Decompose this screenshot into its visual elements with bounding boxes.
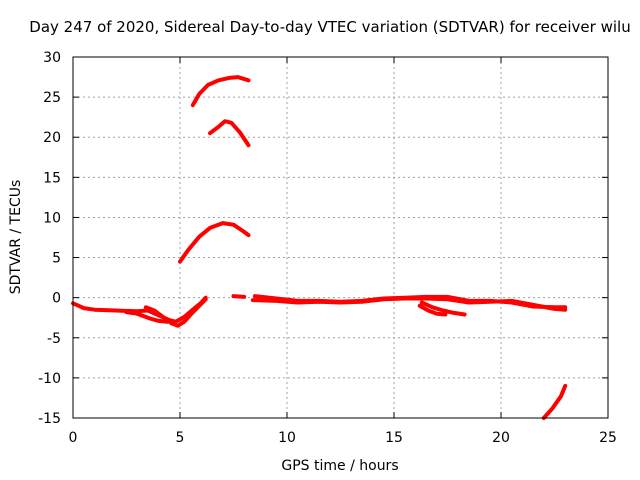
series-arc-peak9 [178,221,251,264]
x-tick-label: 25 [599,430,617,446]
y-tick-label: 10 [43,210,61,226]
y-tick-label: -10 [38,371,61,387]
y-tick-label: 0 [52,291,61,307]
y-axis-ticks: -15 -10 -5 0 5 10 15 20 25 30 [38,50,608,427]
series-arc-top [190,75,251,108]
y-axis-label: SDTVAR / TECUs [8,180,24,295]
x-tick-label: 5 [176,430,185,446]
series-near-zero-early-c [124,310,170,324]
series-near-zero-early-b [143,297,208,328]
x-tick-label: 15 [385,430,403,446]
chart-title: Day 247 of 2020, Sidereal Day-to-day VTE… [29,18,630,36]
y-tick-label: -5 [47,331,61,347]
chart-grid [73,57,608,418]
x-tick-label: 20 [492,430,510,446]
y-tick-label: 5 [52,251,61,267]
y-tick-label: 30 [43,50,61,66]
series-near-zero-late-c [419,300,467,317]
series-arc-peak22 [208,119,251,148]
y-tick-label: 15 [43,170,61,186]
x-axis-label: GPS time / hours [281,458,398,474]
y-tick-label: 20 [43,130,61,146]
series-near-zero-late-b [252,294,568,310]
series-near-zero-late-d [417,303,448,317]
series-near-zero-gap [231,294,247,299]
y-tick-label: -15 [38,411,61,427]
chart-series [71,75,568,420]
x-tick-label: 10 [278,430,296,446]
plot-frame [72,56,609,419]
x-tick-label: 0 [69,430,78,446]
series-late-rise [541,383,568,420]
y-tick-label: 25 [43,90,61,106]
x-axis-ticks: 0 5 10 15 20 25 [69,57,617,446]
